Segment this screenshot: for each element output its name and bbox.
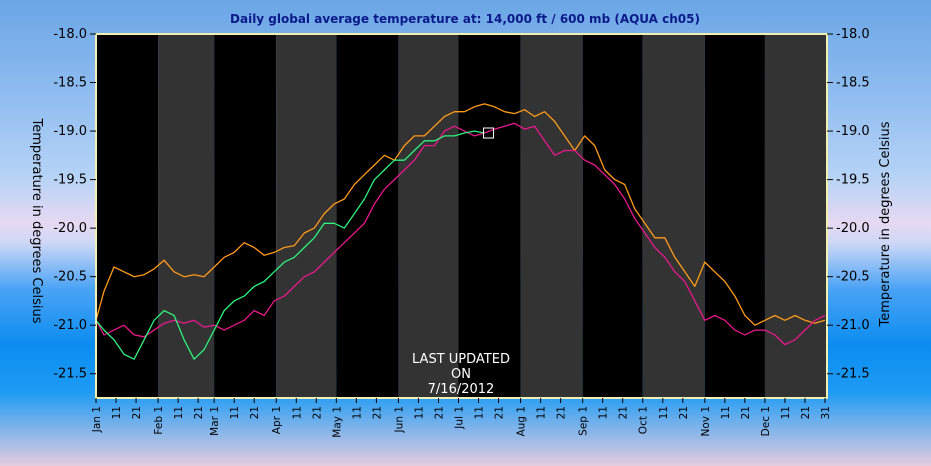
- y-axis-label-right: Temperature in degrees Celsius: [878, 121, 893, 327]
- x-axis: Jan 1 11 21 Feb 1 11 21 Mar 1 11 21 Apr 1 11 21 May …: [91, 398, 832, 438]
- x-tick-label: 21: [433, 406, 445, 419]
- x-tick-label: 21: [193, 406, 205, 419]
- x-tick-label: 11: [598, 406, 610, 419]
- plot-frame: [95, 33, 828, 399]
- x-tick-label: 11: [413, 406, 425, 419]
- month-band: [336, 34, 399, 398]
- x-tick-label: 11: [229, 406, 241, 419]
- note-line-2: ON: [451, 367, 471, 382]
- x-tick-label: Sep 1: [578, 406, 590, 436]
- series-line-3: [95, 130, 485, 360]
- x-tick-label: Mar 1: [209, 406, 221, 436]
- y-tick-label-left: -19.5: [53, 173, 87, 188]
- x-tick-label: 21: [311, 406, 323, 419]
- x-tick-label: Apr 1: [271, 406, 283, 434]
- y-axis-label-left: Temperature in degrees Celsius: [29, 117, 44, 323]
- x-tick-label: 21: [131, 406, 143, 419]
- x-tick-label: 11: [351, 406, 363, 419]
- month-band: [704, 34, 765, 398]
- last-data-marker: [483, 127, 495, 139]
- x-tick-label: May 1: [331, 406, 343, 438]
- x-tick-label: Nov 1: [700, 406, 712, 437]
- x-tick-label: 11: [658, 406, 670, 419]
- y-tick-label-left: -18.0: [53, 27, 87, 42]
- x-tick-label: 11: [173, 406, 185, 419]
- x-tick-label: 11: [111, 406, 123, 419]
- x-tick-label: Oct 1: [638, 406, 650, 434]
- x-tick-label: 11: [536, 406, 548, 419]
- last-updated-note: LAST UPDATED ON 7/16/2012: [412, 352, 510, 397]
- month-band: [458, 34, 521, 398]
- note-line-1: LAST UPDATED: [412, 352, 510, 367]
- y-tick-label-left: -20.5: [53, 270, 87, 285]
- x-tick-label: Feb 1: [153, 406, 165, 435]
- month-band: [520, 34, 583, 398]
- x-tick-label: 11: [291, 406, 303, 419]
- x-tick-label: 21: [556, 406, 568, 419]
- chart-title: Daily global average temperature at: 14,…: [230, 12, 700, 26]
- x-tick-label: 31: [820, 406, 832, 419]
- y-tick-label-right: -19.0: [836, 124, 870, 139]
- month-band: [276, 34, 337, 398]
- x-tick-label: Jul 1: [453, 406, 465, 430]
- x-tick-label: Dec 1: [760, 406, 772, 436]
- x-tick-label: Jan 1: [91, 406, 103, 433]
- y-tick-label-left: -19.0: [53, 124, 87, 139]
- month-bands: [96, 34, 827, 398]
- month-band: [642, 34, 705, 398]
- x-tick-label: 11: [474, 406, 486, 419]
- y-tick-label-right: -20.5: [836, 270, 870, 285]
- y-tick-label-right: -21.5: [836, 367, 870, 382]
- last-point-box: [483, 127, 495, 139]
- y-tick-label-left: -21.0: [53, 318, 87, 333]
- series-line-1: [95, 103, 826, 326]
- x-tick-label: 21: [800, 406, 812, 419]
- y-tick-label-left: -21.5: [53, 367, 87, 382]
- x-tick-label: 21: [371, 406, 383, 419]
- x-tick-label: 21: [494, 406, 506, 419]
- y-tick-label-right: -20.0: [836, 221, 870, 236]
- month-band: [764, 34, 827, 398]
- y-axis-right: -18.0 -18.5 -19.0 -19.5 -20.0 -20.5 -21.0 -21.5: [827, 27, 870, 382]
- y-tick-label-right: -21.0: [836, 318, 870, 333]
- x-tick-label: 21: [740, 406, 752, 419]
- month-band: [96, 34, 159, 398]
- x-tick-label: Jun 1: [393, 406, 405, 433]
- x-tick-label: 21: [678, 406, 690, 419]
- y-tick-label-right: -18.5: [836, 76, 870, 91]
- note-line-3: 7/16/2012: [428, 382, 495, 397]
- x-tick-label: 21: [618, 406, 630, 419]
- y-tick-label-left: -18.5: [53, 76, 87, 91]
- x-tick-label: 11: [780, 406, 792, 419]
- y-tick-label-right: -19.5: [836, 173, 870, 188]
- month-band: [158, 34, 215, 398]
- month-band: [214, 34, 277, 398]
- y-tick-label-right: -18.0: [836, 27, 870, 42]
- y-axis-left: -18.0 -18.5 -19.0 -19.5 -20.0 -20.5 -21.0 -21.5: [53, 27, 96, 382]
- x-tick-label: 11: [720, 406, 732, 419]
- x-tick-label: 21: [249, 406, 261, 419]
- month-band: [398, 34, 459, 398]
- series-lines: [95, 103, 826, 360]
- x-tick-label: Aug 1: [516, 406, 528, 437]
- y-tick-label-left: -20.0: [53, 221, 87, 236]
